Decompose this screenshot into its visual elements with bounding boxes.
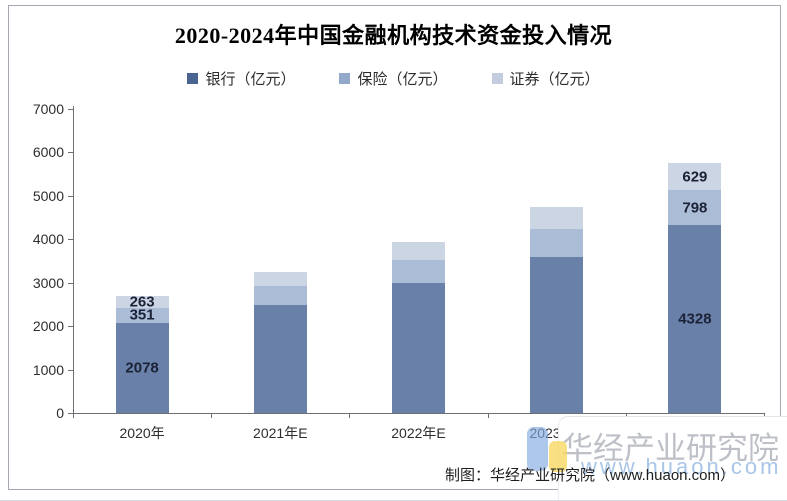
x-tick bbox=[487, 413, 489, 418]
bar-segment bbox=[668, 190, 722, 226]
watermark-box bbox=[558, 416, 787, 500]
y-tick bbox=[68, 369, 73, 371]
bar-segment bbox=[392, 283, 445, 413]
huaon-logo-blue-bar-icon bbox=[527, 427, 548, 471]
bar-segment bbox=[115, 296, 169, 308]
chart-legend: 银行（亿元） 保险（亿元） 证券（亿元） bbox=[0, 68, 787, 89]
stacked-bar-2020年: 2078 351 263 bbox=[115, 293, 169, 413]
legend-item: 保险（亿元） bbox=[339, 68, 448, 89]
x-tick bbox=[625, 413, 627, 418]
bar-value-label: 798 bbox=[682, 199, 708, 217]
x-tick bbox=[211, 413, 213, 418]
bar-value-label: 4328 bbox=[678, 310, 712, 328]
bar-segment bbox=[253, 304, 307, 413]
watermark-url-text: www.huaon.com bbox=[581, 454, 782, 479]
huaon-logo-yellow-bar-icon bbox=[549, 441, 567, 472]
x-category-label: 2021年E bbox=[253, 425, 308, 441]
x-tick bbox=[764, 413, 765, 418]
y-tick-label: 7000 bbox=[32, 101, 64, 117]
y-tick-label: 6000 bbox=[32, 144, 64, 161]
y-tick bbox=[68, 152, 73, 154]
bar-segment bbox=[253, 271, 307, 286]
bar-segment bbox=[392, 242, 445, 261]
stacked-bar-2023年E bbox=[530, 206, 584, 413]
y-tick-label: 1000 bbox=[32, 361, 64, 378]
bar-segment bbox=[668, 225, 722, 413]
legend-swatch-icon bbox=[491, 73, 503, 84]
x-category-label: 2020年 bbox=[119, 425, 165, 441]
stacked-bar-2022年E bbox=[392, 242, 445, 413]
bar-segment bbox=[668, 163, 722, 191]
credit-line: 制图：华经产业研究院（www.huaon.com） bbox=[444, 467, 736, 484]
y-tick-label: 3000 bbox=[32, 274, 64, 291]
legend-item: 证券（亿元） bbox=[491, 68, 600, 89]
legend-label: 证券（亿元） bbox=[509, 71, 600, 88]
y-tick-label: 5000 bbox=[32, 187, 64, 204]
bar-segment bbox=[115, 322, 169, 413]
x-tick bbox=[349, 413, 351, 418]
y-tick bbox=[68, 282, 73, 284]
watermark-text: 华经产业研究院 bbox=[562, 431, 779, 466]
bar-value-label: 629 bbox=[682, 168, 708, 186]
y-tick-label: 4000 bbox=[32, 231, 64, 248]
legend-label: 银行（亿元） bbox=[205, 71, 296, 88]
legend-swatch-icon bbox=[339, 73, 351, 84]
bar-segment bbox=[392, 260, 445, 284]
bar-segment bbox=[530, 256, 584, 413]
x-category-label: 2022年E bbox=[391, 425, 446, 441]
legend-swatch-icon bbox=[187, 73, 199, 84]
chart-title: 2020-2024年中国金融机构技术资金投入情况 bbox=[174, 23, 613, 48]
y-tick-label: 0 bbox=[56, 405, 64, 421]
bar-value-label: 351 bbox=[129, 306, 155, 324]
y-tick bbox=[68, 195, 73, 197]
stacked-bar-2024年E: 4328 798 629 bbox=[668, 163, 722, 413]
stacked-bar-2021年E bbox=[253, 271, 307, 413]
bar-segment bbox=[530, 228, 584, 257]
y-tick bbox=[68, 326, 73, 328]
y-tick-label: 2000 bbox=[32, 318, 64, 335]
y-axis-line bbox=[73, 106, 74, 414]
y-tick bbox=[68, 413, 73, 414]
bar-segment bbox=[253, 285, 307, 305]
bar-value-label: 2078 bbox=[125, 359, 159, 377]
bar-segment bbox=[115, 307, 169, 323]
bar-value-label: 263 bbox=[129, 293, 155, 311]
legend-item: 银行（亿元） bbox=[187, 68, 295, 89]
bar-segment bbox=[530, 206, 584, 229]
legend-label: 保险（亿元） bbox=[357, 71, 448, 88]
x-axis-line bbox=[73, 413, 765, 414]
y-tick bbox=[68, 239, 73, 241]
x-tick bbox=[73, 413, 74, 418]
y-tick bbox=[68, 109, 73, 110]
